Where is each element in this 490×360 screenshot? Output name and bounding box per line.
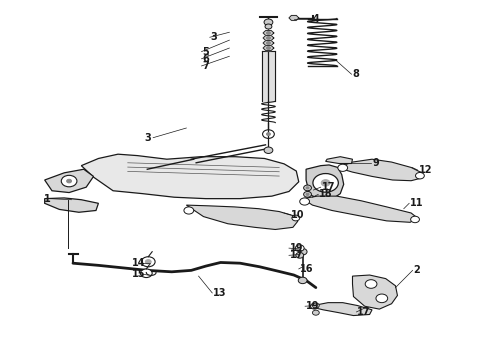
Circle shape [313,310,319,315]
Circle shape [263,130,274,138]
Circle shape [411,216,419,223]
Polygon shape [326,157,352,163]
Polygon shape [263,36,274,40]
Circle shape [306,193,309,195]
Circle shape [311,303,319,309]
Text: 17: 17 [322,182,336,192]
Circle shape [142,257,155,267]
Polygon shape [303,196,417,222]
Circle shape [313,174,338,192]
Polygon shape [262,51,275,101]
Circle shape [300,198,310,205]
Polygon shape [313,303,372,316]
Circle shape [292,215,300,221]
Circle shape [267,46,270,49]
Circle shape [304,192,312,197]
Text: 18: 18 [319,189,333,199]
Text: 15: 15 [132,269,145,279]
Text: 7: 7 [202,61,209,71]
Circle shape [61,175,77,187]
Polygon shape [263,41,274,45]
Circle shape [267,41,270,44]
Circle shape [376,294,388,303]
Text: 13: 13 [213,288,227,298]
Text: 8: 8 [352,69,359,79]
Polygon shape [306,165,343,201]
Text: 3: 3 [211,32,218,42]
Text: 4: 4 [313,14,319,24]
Polygon shape [45,198,98,212]
Polygon shape [341,159,422,181]
Polygon shape [289,15,299,21]
Circle shape [184,207,194,214]
Circle shape [298,277,307,284]
Text: 9: 9 [372,158,379,168]
Circle shape [265,24,272,29]
Polygon shape [352,275,397,309]
Text: 17: 17 [357,307,371,317]
Text: 5: 5 [202,46,209,57]
Text: 3: 3 [145,133,151,143]
Text: 14: 14 [132,258,145,268]
Circle shape [304,185,312,191]
Circle shape [267,133,270,135]
Polygon shape [45,169,94,193]
Polygon shape [81,154,299,199]
Circle shape [416,172,424,179]
Circle shape [313,303,319,308]
Circle shape [267,32,270,35]
Circle shape [306,187,309,189]
Polygon shape [263,46,274,50]
Text: 17: 17 [290,250,303,260]
Circle shape [141,269,152,278]
Circle shape [264,19,273,26]
Circle shape [67,179,72,183]
Text: 12: 12 [418,165,432,175]
Circle shape [267,37,270,40]
Circle shape [296,252,304,258]
Circle shape [365,280,377,288]
Circle shape [338,164,347,171]
Circle shape [264,147,273,153]
Text: 2: 2 [414,265,420,275]
Circle shape [298,248,307,255]
Text: 10: 10 [292,210,305,220]
Text: 16: 16 [300,264,313,274]
Polygon shape [186,205,298,229]
Text: 11: 11 [410,198,424,208]
Text: 19: 19 [290,243,303,253]
Circle shape [321,180,330,186]
Text: 1: 1 [44,194,50,204]
Polygon shape [263,31,274,35]
Circle shape [146,260,151,264]
Circle shape [295,245,304,251]
Text: 6: 6 [202,54,209,64]
Text: 19: 19 [306,301,319,311]
